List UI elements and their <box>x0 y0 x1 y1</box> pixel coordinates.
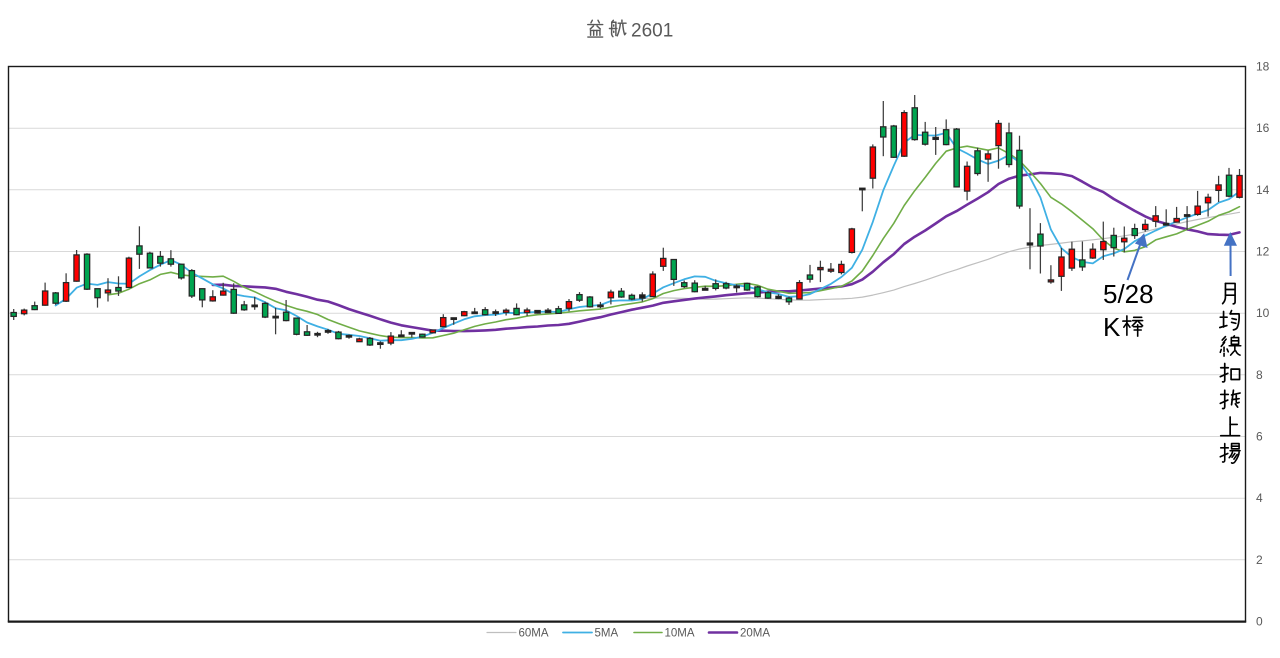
svg-text:60MA: 60MA <box>519 628 549 640</box>
svg-text:18: 18 <box>1256 60 1270 74</box>
svg-text:14: 14 <box>1256 183 1270 197</box>
svg-text:5/28: 5/28 <box>1103 279 1154 309</box>
svg-text:10: 10 <box>1256 306 1270 320</box>
svg-text:16: 16 <box>1256 121 1270 135</box>
svg-text:6: 6 <box>1256 430 1263 444</box>
svg-text:8: 8 <box>1256 368 1263 382</box>
svg-text:4: 4 <box>1256 491 1263 505</box>
svg-text:20MA: 20MA <box>740 628 770 640</box>
svg-text:0: 0 <box>1256 615 1263 629</box>
svg-text:12: 12 <box>1256 245 1270 259</box>
svg-text:5MA: 5MA <box>595 628 619 640</box>
svg-text:10MA: 10MA <box>665 628 695 640</box>
svg-text:2601: 2601 <box>631 21 673 42</box>
svg-text:K: K <box>1103 312 1121 342</box>
svg-text:2: 2 <box>1256 553 1263 567</box>
